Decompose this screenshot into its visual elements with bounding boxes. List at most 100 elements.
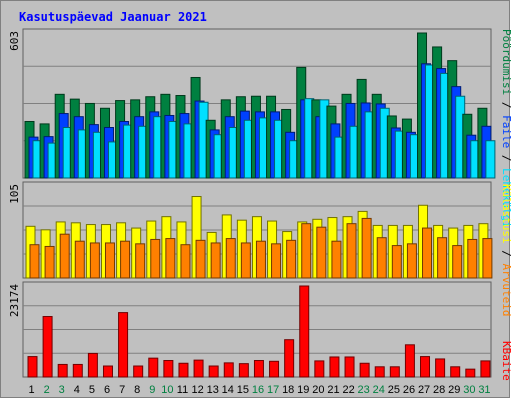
bar-Arvuteid-28 [437,237,448,279]
bar-KBaite-11 [178,362,189,378]
x-tick-label: 19 [297,384,309,396]
bar-KBaite-17 [269,360,280,378]
bar-Arvuteid-24 [376,237,387,279]
x-tick-label: 9 [149,384,155,396]
y-max-label: 603 [8,31,21,51]
x-tick-label: 16 [252,384,264,396]
bar-KBaite-3 [57,363,68,378]
bar-KBaite-12 [193,359,204,378]
bar-KBaite-31 [480,360,491,378]
bar-Arvuteid-4 [74,240,85,279]
x-tick-label: 11 [177,384,188,396]
bar-Arvuteid-14 [225,238,236,279]
bar-KBaite-28 [435,358,446,378]
x-tick-label: 22 [342,384,354,396]
x-tick-label: 26 [403,384,415,396]
bar-KBaite-26 [404,344,415,378]
bar-KBaite-23 [359,362,370,378]
x-tick-label: 20 [312,384,324,396]
x-tick-label: 1 [28,384,34,396]
x-tick-label: 6 [104,384,110,396]
legend-middle: Külastusi / Arvuteid [500,184,511,316]
x-tick-label: 7 [119,384,125,396]
bar-KBaite-18 [284,339,295,378]
bar-Arvuteid-21 [331,240,342,279]
bar-Arvuteid-5 [89,242,100,279]
legend-top: Pöördumisi / Faile / Lehekülgi [500,29,511,228]
bar-KBaite-13 [208,365,219,378]
bar-Arvuteid-18 [286,239,297,279]
bar-KBaite-16 [253,360,264,378]
x-tick-label: 17 [267,384,279,396]
x-tick-label: 23 [358,384,370,396]
x-tick-label: 14 [222,384,234,396]
x-tick-label: 5 [89,384,95,396]
bar-KBaite-19 [299,285,310,378]
bar-Arvuteid-13 [210,242,221,279]
x-tick-label: 13 [207,384,219,396]
bar-KBaite-6 [102,365,113,378]
bar-Arvuteid-31 [482,238,493,279]
bar-KBaite-1 [27,356,38,378]
x-tick-label: 29 [448,384,460,396]
bar-Arvuteid-22 [346,223,357,279]
bar-Arvuteid-30 [467,238,478,279]
bar-Arvuteid-29 [452,245,463,279]
bar-KBaite-2 [42,316,53,378]
bar-KBaite-7 [118,312,129,378]
bar-Arvuteid-3 [59,233,70,279]
x-tick-label: 10 [161,384,173,396]
bar-KBaite-10 [163,360,174,378]
bar-KBaite-5 [87,352,98,378]
chart-title: Kasutuspäevad Jaanuar 2021 [19,10,207,24]
bar-Arvuteid-25 [391,245,402,279]
bar-Arvuteid-15 [240,242,251,279]
bar-Arvuteid-17 [271,243,282,279]
bar-Arvuteid-8 [135,243,146,279]
bar-Arvuteid-27 [422,227,433,279]
x-tick-label: 28 [433,384,445,396]
x-tick-label: 2 [44,384,50,396]
bar-Arvuteid-9 [150,238,161,279]
x-tick-label: 4 [74,384,80,396]
x-tick-label: 27 [418,384,430,396]
x-tick-label: 25 [388,384,400,396]
bar-KBaite-30 [465,368,476,378]
legend-bottom: KBaite [500,341,511,381]
y-max-label: 105 [8,184,21,204]
bar-Lehekülgi-31 [485,140,496,179]
bar-Arvuteid-12 [195,239,206,279]
bar-KBaite-20 [314,360,325,378]
bar-Arvuteid-26 [406,243,417,279]
bar-Arvuteid-6 [104,242,115,279]
bar-KBaite-8 [133,365,144,378]
bar-Arvuteid-1 [29,244,40,279]
bar-KBaite-25 [389,366,400,378]
bar-KBaite-29 [450,366,461,378]
y-max-label: 23174 [8,284,21,317]
x-tick-label: 15 [237,384,249,396]
bar-Arvuteid-19 [301,223,312,279]
bar-KBaite-27 [420,356,431,378]
bar-Arvuteid-2 [44,245,55,279]
x-tick-label: 21 [327,384,339,396]
bar-Arvuteid-23 [361,217,372,279]
bar-KBaite-21 [329,356,340,378]
x-tick-label: 24 [373,384,385,396]
x-tick-label: 18 [282,384,294,396]
bar-KBaite-9 [148,357,159,378]
x-tick-label: 8 [134,384,140,396]
bar-KBaite-22 [344,356,355,378]
bar-KBaite-14 [223,362,234,378]
bar-KBaite-4 [72,363,83,378]
bar-Arvuteid-11 [180,244,191,279]
bar-Arvuteid-10 [165,238,176,279]
x-tick-label: 31 [478,384,490,396]
bar-Arvuteid-16 [255,240,266,279]
bar-KBaite-24 [374,366,385,378]
x-tick-label: 12 [191,384,203,396]
x-tick-label: 3 [59,384,65,396]
x-tick-label: 30 [463,384,475,396]
